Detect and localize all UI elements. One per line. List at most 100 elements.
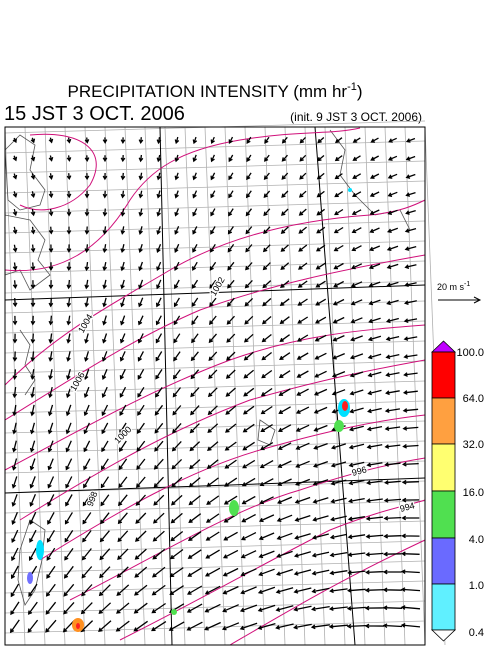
wind-arrow	[99, 566, 111, 579]
wind-arrow	[151, 566, 166, 578]
wind-arrow	[48, 297, 54, 308]
wind-arrow	[11, 494, 18, 507]
wind-arrow	[227, 244, 235, 253]
wind-arrow	[29, 494, 36, 507]
wind-arrow	[367, 335, 382, 342]
colorbar-over	[431, 340, 456, 353]
colorbar-label: 100.0	[456, 347, 484, 359]
wind-arrow	[48, 333, 54, 344]
wind-arrow	[47, 422, 54, 435]
grid-line	[4, 460, 426, 474]
wind-arrow	[384, 462, 401, 467]
wind-arrow	[334, 208, 344, 216]
wind-arrow	[29, 440, 36, 453]
wind-arrow	[116, 584, 130, 596]
wind-arrow	[382, 623, 403, 629]
wind-arrow	[206, 495, 220, 505]
wind-arrow	[347, 534, 366, 540]
wind-arrow	[172, 405, 182, 416]
wind-arrow	[12, 387, 18, 399]
wind-arrow	[84, 262, 90, 272]
grid-line	[4, 500, 426, 514]
wind-arrow	[347, 570, 366, 575]
wind-arrow	[210, 243, 216, 253]
wind-arrow	[102, 208, 108, 217]
wind-arrow	[347, 516, 366, 522]
wind-arrow	[12, 155, 18, 162]
wind-arrow	[119, 386, 127, 398]
wind-arrow	[12, 404, 17, 417]
wind-arrow	[312, 515, 329, 522]
wind-arrow	[311, 587, 330, 594]
grid-line	[4, 240, 426, 254]
wind-arrow	[239, 604, 258, 613]
wind-arrow	[137, 368, 145, 380]
wind-arrow	[261, 369, 273, 379]
wind-arrow	[156, 261, 162, 272]
wind-arrow	[102, 190, 108, 199]
grid-line	[184, 126, 206, 646]
wind-arrow	[208, 333, 217, 344]
wind-arrow	[12, 440, 17, 453]
grid-line	[144, 126, 166, 646]
wind-arrow	[348, 443, 365, 450]
wind-arrow	[63, 601, 75, 615]
wind-arrow	[120, 155, 126, 163]
wind-arrow	[65, 404, 72, 417]
wind-arrow	[48, 173, 54, 180]
grid-line	[304, 126, 326, 646]
wind-arrow	[204, 621, 221, 631]
colorbar-label: 0.4	[469, 627, 484, 639]
wind-arrow	[228, 208, 234, 217]
wind-arrow	[12, 422, 17, 435]
wind-arrow	[402, 408, 419, 413]
wind-arrow	[369, 191, 380, 197]
wind-arrow	[45, 583, 56, 597]
wind-arrow	[296, 388, 309, 396]
graticule-major	[4, 477, 426, 494]
wind-arrow	[334, 191, 344, 198]
wind-arrow	[174, 208, 180, 217]
wind-arrow	[30, 226, 36, 235]
colorbar-label: 16.0	[463, 487, 484, 499]
wind-arrow	[174, 154, 180, 163]
wind-arrow	[366, 462, 383, 468]
wind-arrow	[261, 316, 272, 325]
wind-arrow	[63, 565, 74, 579]
wind-arrow	[47, 511, 55, 525]
wind-arrow	[277, 478, 292, 487]
colorbar-segment	[431, 583, 456, 631]
wind-arrow	[313, 406, 328, 414]
wind-arrow	[156, 172, 162, 181]
wind-arrow	[190, 405, 200, 416]
valid-time: 15 JST 3 OCT. 2006	[4, 103, 185, 125]
wind-arrow	[66, 226, 72, 235]
wind-arrow	[352, 191, 362, 197]
wind-arrow	[81, 548, 92, 561]
wind-arrow	[260, 442, 274, 451]
wind-arrow	[264, 136, 270, 144]
wind-arrow	[64, 530, 74, 543]
wind-arrow	[400, 569, 420, 575]
wind-arrow	[186, 621, 203, 631]
wind-arrow	[116, 566, 129, 578]
wind-arrow	[331, 370, 346, 378]
wind-arrow	[192, 172, 197, 181]
wind-arrow	[260, 387, 273, 397]
wind-arrow	[277, 442, 292, 451]
wind-arrow	[11, 476, 18, 489]
wind-arrow	[244, 297, 254, 307]
wind-arrow	[151, 602, 166, 614]
wind-arrow	[243, 369, 255, 379]
wind-arrow	[66, 262, 72, 272]
wind-arrow	[12, 351, 18, 362]
wind-arrow	[138, 190, 144, 199]
wind-arrow	[349, 407, 364, 414]
wind-arrow	[315, 298, 327, 306]
wind-arrow	[119, 422, 127, 435]
wind-arrow	[169, 585, 184, 595]
wind-arrow	[83, 440, 91, 453]
wind-arrow	[28, 547, 37, 561]
wind-arrow	[385, 372, 400, 378]
wind-arrow	[245, 244, 253, 253]
